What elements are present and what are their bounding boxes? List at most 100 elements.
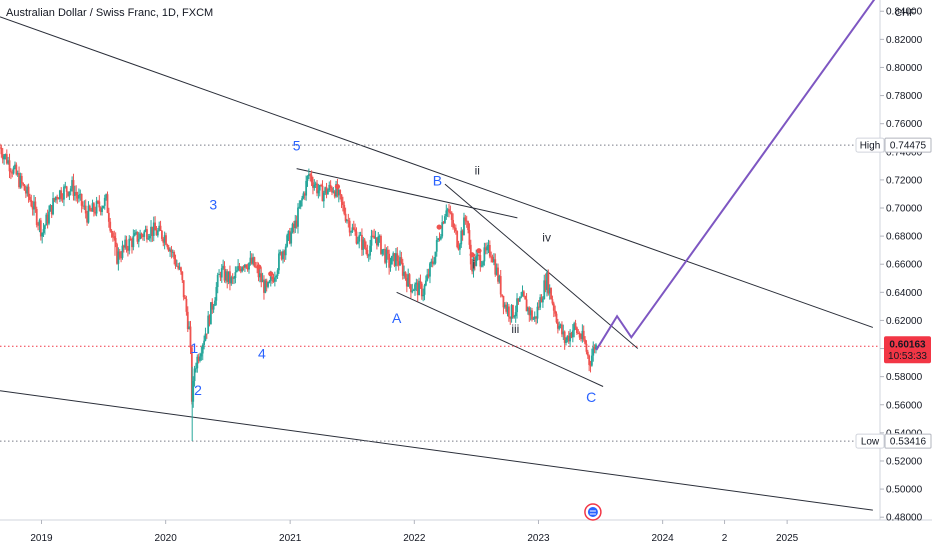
projection-path[interactable] bbox=[595, 0, 878, 351]
candle-body bbox=[180, 267, 182, 272]
candle-body bbox=[291, 223, 294, 233]
candle-body bbox=[114, 237, 117, 245]
candle-body bbox=[374, 237, 377, 239]
candle-body bbox=[233, 278, 235, 279]
candle-body bbox=[321, 185, 324, 202]
trendline-5[interactable] bbox=[444, 183, 639, 349]
candle-body bbox=[347, 220, 350, 222]
candle-body bbox=[318, 184, 321, 191]
candle-body bbox=[329, 184, 332, 188]
candle-body bbox=[577, 333, 580, 334]
candle-body bbox=[343, 204, 346, 214]
y-tick-label: 0.74000 bbox=[886, 147, 923, 158]
candle-body bbox=[184, 297, 186, 299]
candle-body bbox=[23, 184, 26, 191]
candle-body bbox=[44, 225, 46, 230]
candle-body bbox=[352, 227, 355, 230]
candle-body bbox=[467, 221, 469, 231]
candle-body bbox=[37, 224, 39, 226]
candle-body bbox=[283, 251, 286, 256]
candle-body bbox=[461, 230, 464, 236]
trendline-2[interactable] bbox=[0, 390, 873, 511]
candle-body bbox=[136, 231, 139, 242]
candle-body bbox=[336, 184, 339, 196]
event-marker[interactable] bbox=[436, 224, 442, 230]
candle-body bbox=[117, 251, 120, 264]
candle-body bbox=[403, 271, 406, 276]
y-tick-label: 0.66000 bbox=[886, 260, 923, 271]
candle-body bbox=[188, 326, 191, 330]
candle-body bbox=[171, 252, 174, 253]
event-icon[interactable] bbox=[584, 503, 602, 521]
candle-body bbox=[12, 167, 15, 174]
candle-body bbox=[284, 246, 287, 256]
candle-body bbox=[548, 287, 551, 294]
candle-body bbox=[382, 248, 385, 250]
candle-body bbox=[150, 226, 152, 237]
candle-body bbox=[147, 238, 150, 240]
candle-body bbox=[3, 155, 5, 160]
candle-body bbox=[273, 277, 276, 282]
candle-body bbox=[456, 231, 459, 248]
candle-body bbox=[536, 306, 539, 319]
low-badge: Low 0.53416 bbox=[855, 433, 932, 449]
candle-body bbox=[22, 183, 25, 185]
wave-label-ii: ii bbox=[475, 163, 480, 177]
candle-body bbox=[54, 196, 57, 201]
candle-body bbox=[129, 238, 132, 241]
candle-body bbox=[518, 297, 521, 302]
candle-body bbox=[585, 343, 588, 352]
candle-body bbox=[252, 257, 254, 264]
candle-body bbox=[359, 234, 362, 236]
candle-body bbox=[307, 174, 310, 177]
event-marker[interactable] bbox=[256, 264, 262, 270]
candle-body bbox=[479, 255, 482, 267]
event-marker[interactable] bbox=[268, 271, 274, 277]
candle-body bbox=[35, 208, 38, 225]
candle-body bbox=[38, 220, 41, 226]
candle-body bbox=[332, 191, 335, 193]
wave-label-2: 2 bbox=[194, 382, 202, 398]
candle-body bbox=[135, 231, 137, 234]
candle-body bbox=[64, 186, 67, 188]
candle-body bbox=[86, 213, 88, 223]
candle-body bbox=[571, 330, 574, 338]
candle-body bbox=[265, 280, 268, 287]
event-marker[interactable] bbox=[469, 252, 475, 258]
candle-body bbox=[397, 261, 400, 266]
candle-body bbox=[260, 273, 263, 283]
candle-body bbox=[143, 231, 146, 237]
candle-body bbox=[88, 205, 91, 211]
candle-body bbox=[269, 276, 272, 281]
trendline-4[interactable] bbox=[396, 291, 604, 387]
trendline-1[interactable] bbox=[0, 16, 874, 328]
candle-body bbox=[133, 233, 136, 236]
candle-body bbox=[169, 249, 171, 252]
candle-body bbox=[446, 209, 449, 211]
candle-body bbox=[181, 271, 184, 281]
candle-body bbox=[165, 235, 167, 245]
event-marker[interactable] bbox=[334, 183, 341, 190]
candle-body bbox=[365, 247, 367, 251]
candle-body bbox=[438, 238, 441, 240]
candle-body bbox=[159, 225, 162, 231]
candle-body bbox=[367, 255, 370, 257]
candle-body bbox=[328, 184, 331, 191]
candle-body bbox=[155, 230, 158, 236]
candle-body bbox=[412, 290, 415, 291]
candle-body bbox=[127, 248, 129, 251]
x-tick-label: 2021 bbox=[279, 533, 302, 544]
candle-body bbox=[510, 305, 513, 319]
candle-body bbox=[41, 232, 44, 237]
candle-body bbox=[68, 191, 71, 196]
candle-body bbox=[373, 235, 376, 239]
trendline-3[interactable] bbox=[296, 168, 518, 219]
candle-body bbox=[570, 333, 573, 338]
candle-body bbox=[299, 200, 302, 207]
candle-body bbox=[109, 221, 112, 231]
candle-body bbox=[234, 272, 237, 279]
candle-body bbox=[280, 252, 283, 260]
event-marker[interactable] bbox=[476, 248, 482, 254]
candle-body bbox=[173, 252, 176, 259]
